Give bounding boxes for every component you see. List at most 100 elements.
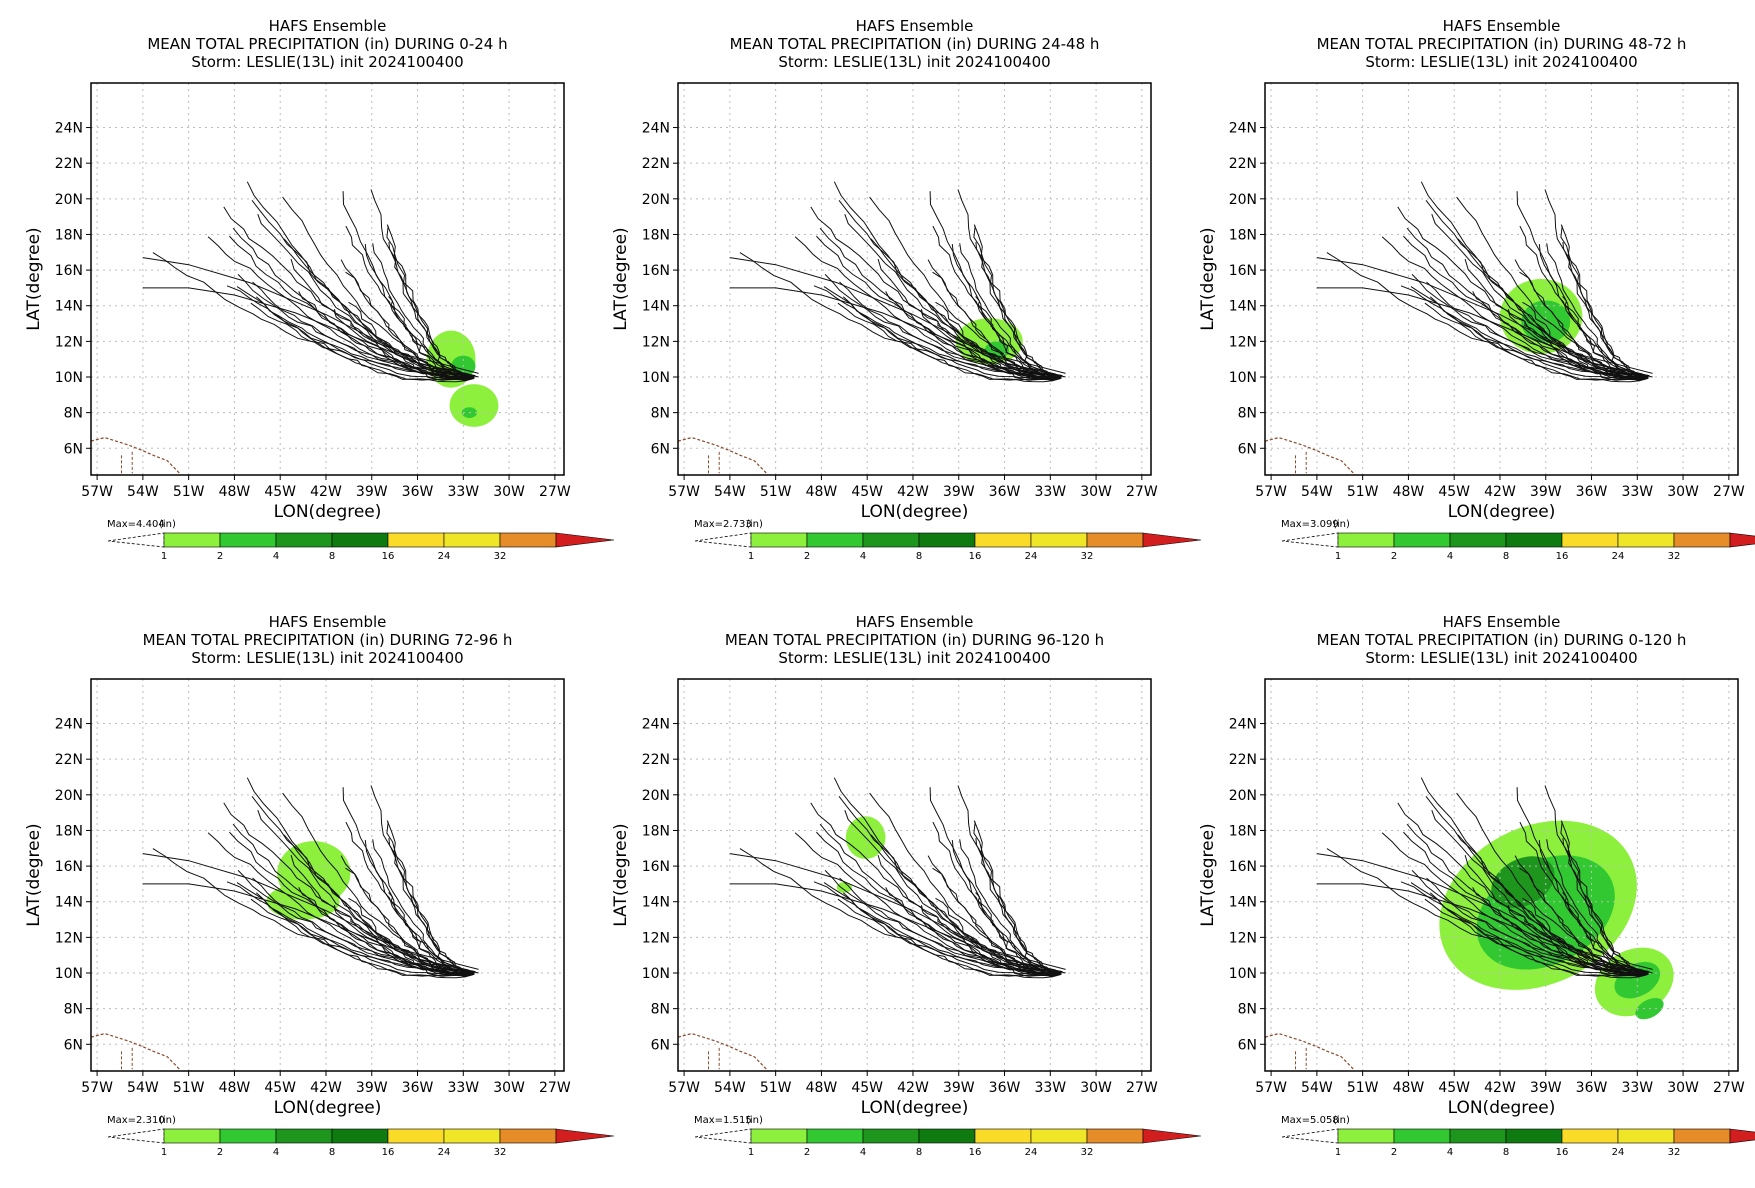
- colorbar-high-arrow: [1142, 1128, 1202, 1144]
- track-line: [1519, 867, 1648, 974]
- track-line: [819, 227, 1057, 378]
- y-tick-label: 10N: [55, 966, 83, 982]
- colorbar-level-label: 24: [1612, 551, 1625, 562]
- y-tick-label: 18N: [1229, 227, 1257, 243]
- x-tick-label: 57W: [81, 1080, 113, 1096]
- plot-frame: [1264, 678, 1739, 1072]
- grid-lines: [678, 83, 1151, 475]
- panel-title: MEAN TOTAL PRECIPITATION (in) DURING 48-…: [1317, 35, 1687, 53]
- colorbar-high-arrow: [1729, 532, 1755, 548]
- x-tick-label: 33W: [1621, 1080, 1653, 1096]
- units-label: (in): [159, 1115, 176, 1126]
- track-line: [932, 821, 1058, 973]
- panel-storm-line: Storm: LESLIE(13L) init 2024100400: [778, 53, 1050, 71]
- colorbar-swatch: [1337, 532, 1395, 548]
- track-line: [839, 281, 1060, 380]
- y-tick-label: 8N: [1238, 1002, 1257, 1018]
- coastline: [677, 436, 767, 474]
- colorbar-level-label: 32: [1081, 551, 1094, 562]
- colorbar-level-label: 32: [1668, 551, 1681, 562]
- colorbar-swatch: [1030, 1128, 1088, 1144]
- colorbar-level-label: 8: [329, 1147, 335, 1158]
- track-line: [1519, 271, 1648, 378]
- track-line: [232, 823, 470, 974]
- y-tick-label: 24N: [1229, 717, 1257, 733]
- track-line: [833, 181, 1060, 380]
- colorbar-swatch: [862, 1128, 920, 1144]
- colorbar-swatch: [1449, 1128, 1507, 1144]
- colorbar-swatch: [387, 532, 445, 548]
- x-tick-label: 45W: [1438, 1080, 1470, 1096]
- x-tick-label: 42W: [1484, 484, 1516, 500]
- panel-ensemble-title: HAFS Ensemble: [856, 613, 974, 631]
- colorbar-swatch: [219, 532, 277, 548]
- track-line: [237, 870, 475, 974]
- track-line: [345, 271, 474, 378]
- units-label: (in): [746, 519, 763, 530]
- colorbar-level-label: 2: [1391, 551, 1397, 562]
- track-line: [1316, 853, 1653, 970]
- track-line: [1546, 839, 1649, 973]
- track-line: [824, 870, 1062, 974]
- ensemble-tracks: [729, 181, 1066, 383]
- y-tick-label: 20N: [55, 788, 83, 804]
- panel-storm-line: Storm: LESLIE(13L) init 2024100400: [1365, 649, 1637, 667]
- colorbar-low-arrow: [107, 1128, 165, 1144]
- colorbar-swatch: [862, 532, 920, 548]
- x-tick-label: 36W: [402, 1080, 434, 1096]
- y-tick-label: 22N: [1229, 156, 1257, 172]
- rain-area: [1491, 856, 1555, 908]
- colorbar-swatch: [1561, 1128, 1619, 1144]
- colorbar-swatch: [387, 1128, 445, 1144]
- plot-frame: [90, 82, 565, 476]
- x-axis-title: LON(degree): [861, 502, 969, 522]
- y-tick-label: 22N: [642, 752, 670, 768]
- track-line: [729, 853, 1066, 970]
- colorbar-swatch: [750, 1128, 808, 1144]
- track-line: [1426, 281, 1647, 380]
- colorbar-low-arrow: [1281, 1128, 1339, 1144]
- y-tick-label: 18N: [642, 823, 670, 839]
- track-line: [932, 867, 1061, 974]
- y-tick-label: 16N: [55, 263, 83, 279]
- x-tick-label: 36W: [402, 484, 434, 500]
- track-line: [142, 287, 479, 378]
- track-line: [1507, 904, 1648, 977]
- x-tick-label: 48W: [1393, 1080, 1425, 1096]
- track-line: [333, 904, 474, 977]
- colorbar-swatch: [806, 532, 864, 548]
- x-tick-label: 51W: [1347, 1080, 1379, 1096]
- colorbar-level-label: 1: [161, 551, 167, 562]
- colorbar-level-label: 24: [1025, 551, 1038, 562]
- x-tick-label: 45W: [264, 1080, 296, 1096]
- y-tick-label: 24N: [642, 121, 670, 137]
- y-tick-label: 24N: [55, 121, 83, 137]
- panel-ensemble-title: HAFS Ensemble: [269, 613, 387, 631]
- track-line: [1420, 181, 1647, 380]
- track-line: [345, 225, 471, 377]
- y-tick-label: 14N: [55, 895, 83, 911]
- track-line: [1519, 225, 1645, 377]
- x-tick-label: 57W: [668, 484, 700, 500]
- country-border: [121, 1047, 133, 1070]
- colorbar-swatch: [750, 532, 808, 548]
- track-line: [1456, 792, 1649, 974]
- colorbar-swatch: [163, 1128, 221, 1144]
- x-tick-label: 33W: [1621, 484, 1653, 500]
- y-tick-label: 18N: [642, 227, 670, 243]
- colorbar-swatch: [1617, 532, 1675, 548]
- x-tick-label: 57W: [81, 484, 113, 500]
- x-tick-label: 54W: [127, 1080, 159, 1096]
- colorbar-swatch: [443, 532, 501, 548]
- panel-title: MEAN TOTAL PRECIPITATION (in) DURING 72-…: [143, 631, 513, 649]
- y-tick-label: 20N: [55, 192, 83, 208]
- y-tick-label: 22N: [642, 156, 670, 172]
- colorbar-swatch: [1393, 532, 1451, 548]
- y-axis-title: LAT(degree): [611, 227, 631, 330]
- x-tick-label: 27W: [1713, 484, 1745, 500]
- panel-storm-line: Storm: LESLIE(13L) init 2024100400: [778, 649, 1050, 667]
- y-tick-label: 10N: [1229, 966, 1257, 982]
- colorbar-swatch: [1337, 1128, 1395, 1144]
- x-tick-label: 33W: [447, 484, 479, 500]
